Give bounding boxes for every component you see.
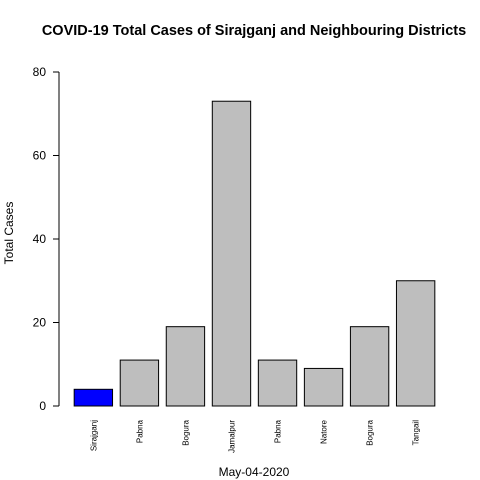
x-tick-label: Pabna [135, 419, 144, 443]
x-tick-label: Natore [320, 419, 329, 444]
y-tick-label: 60 [33, 149, 47, 163]
x-tick-label: Sirajganj [89, 420, 98, 451]
bar-pabna [119, 359, 160, 407]
x-tick-label: Pabna [274, 419, 283, 443]
bar-sirajganj [73, 388, 114, 407]
bar-tangail [395, 280, 436, 407]
x-tick-label: Jamalpur [227, 420, 236, 453]
y-tick-label: 40 [33, 232, 47, 246]
y-tick-label: 20 [33, 316, 47, 330]
bar-pabna [257, 359, 298, 407]
x-tick-label: Tangail [412, 420, 421, 446]
x-tick-label: Bogura [181, 419, 190, 445]
bar-natore [303, 367, 344, 407]
x-tick-label: Bogura [366, 419, 375, 445]
y-axis-label: Total Cases [2, 202, 16, 265]
bar-jamalpur [211, 100, 252, 407]
bar-bogura [165, 326, 206, 407]
bar-bogura [349, 326, 390, 407]
chart-title: COVID-19 Total Cases of Sirajganj and Ne… [42, 23, 466, 39]
y-axis: 0 20 40 60 80 [33, 65, 60, 413]
y-tick-label: 0 [39, 399, 46, 413]
bars [73, 100, 436, 407]
x-axis-label: May-04-2020 [219, 465, 290, 479]
y-tick-label: 80 [33, 65, 47, 79]
x-tick-labels: Sirajganj Pabna Bogura Jamalpur Pabna Natore B… [89, 419, 420, 452]
